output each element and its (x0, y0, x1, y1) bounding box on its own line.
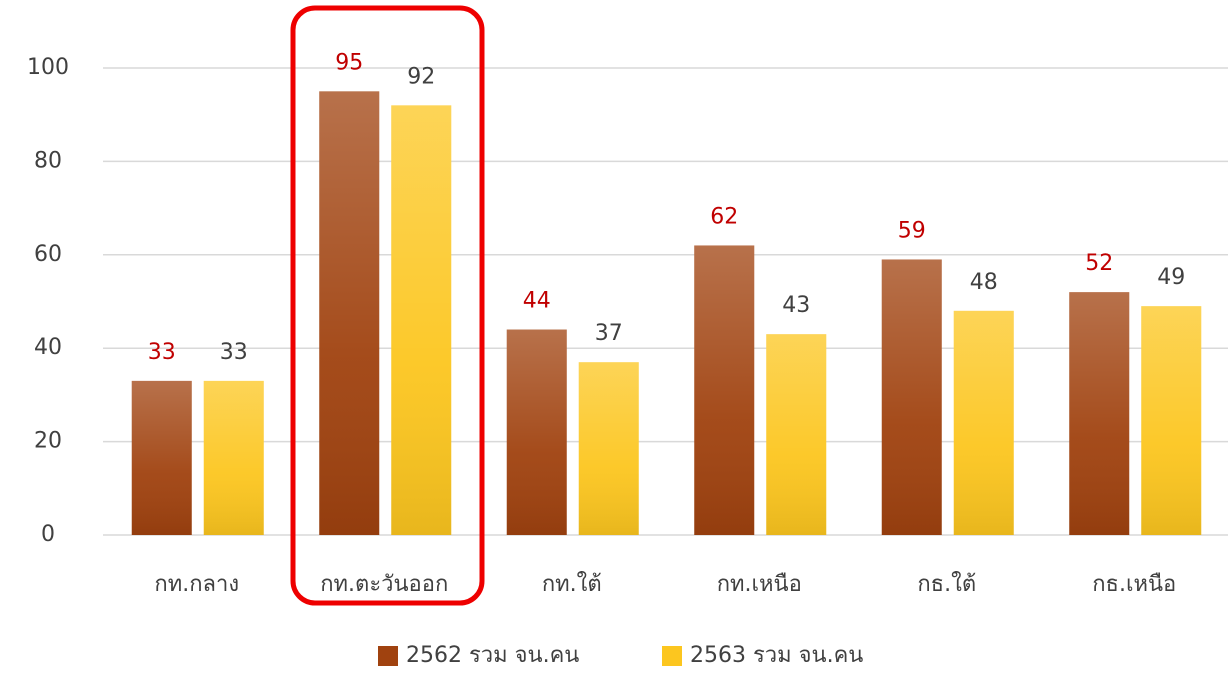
y-tick-label: 20 (34, 429, 62, 454)
x-tick-label: กธ.เหนือ (1092, 572, 1176, 597)
data-label: 95 (335, 50, 363, 75)
legend-label: 2562 รวม จน.คน (406, 643, 579, 668)
data-label: 33 (220, 340, 248, 365)
bar-shade (881, 259, 942, 535)
x-tick-label: กท.เหนือ (717, 572, 802, 597)
bar-shade (953, 310, 1014, 535)
bar-shade (131, 380, 192, 535)
data-label: 52 (1085, 251, 1113, 276)
x-tick-label: กท.ตะวันออก (320, 572, 448, 597)
bar-shade (694, 245, 755, 535)
highlight-box (290, 5, 485, 606)
bar-shade (506, 329, 567, 535)
legend-swatch (378, 646, 398, 666)
bar-shade (1069, 292, 1130, 535)
legend-swatch (662, 646, 682, 666)
bar-shade (203, 380, 264, 535)
data-label: 62 (710, 204, 738, 229)
y-tick-label: 60 (34, 242, 62, 267)
data-label: 33 (148, 340, 176, 365)
y-tick-label: 0 (41, 522, 55, 547)
y-tick-label: 80 (34, 148, 62, 173)
y-tick-label: 40 (34, 335, 62, 360)
data-label: 92 (407, 64, 435, 89)
bar-shade (1141, 306, 1202, 535)
bar-shade (391, 105, 452, 536)
bar-shade (766, 334, 827, 535)
data-label: 49 (1157, 265, 1185, 290)
x-tick-label: กท.ใต้ (542, 571, 602, 597)
data-label: 48 (970, 270, 998, 295)
data-label: 59 (898, 218, 926, 243)
x-tick-label: กธ.ใต้ (917, 571, 976, 597)
legend-label: 2563 รวม จน.คน (690, 643, 863, 668)
bar-shade (578, 362, 639, 535)
y-tick-label: 100 (27, 55, 69, 80)
data-label: 37 (595, 321, 623, 346)
x-tick-label: กท.กลาง (154, 572, 239, 597)
data-label: 44 (523, 289, 551, 314)
data-label: 43 (782, 293, 810, 318)
bar-shade (319, 91, 380, 535)
